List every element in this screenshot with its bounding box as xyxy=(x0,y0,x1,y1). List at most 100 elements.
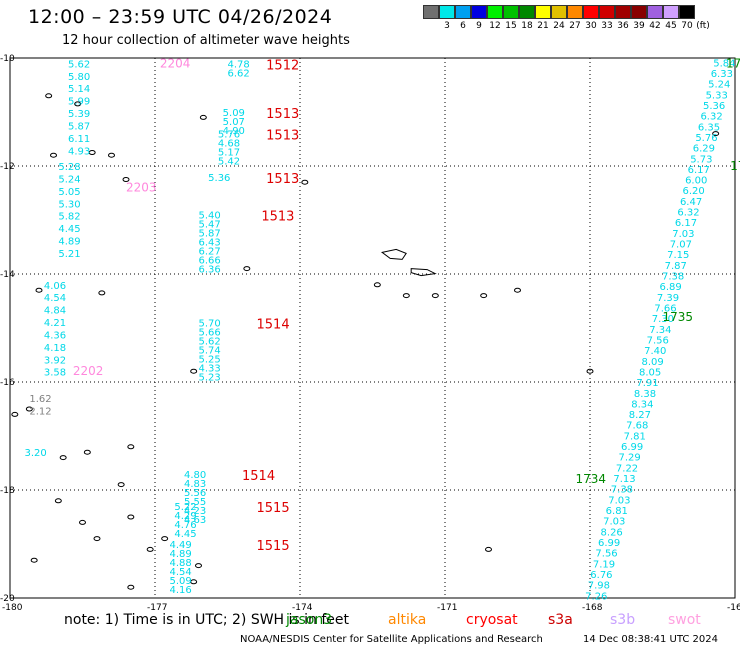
scale-label: 12 xyxy=(489,21,501,31)
wave-height-value: 7.15 xyxy=(667,250,689,261)
scale-label: 36 xyxy=(617,21,629,31)
island-outline xyxy=(83,449,91,455)
wave-height-value: 8.34 xyxy=(631,399,653,410)
wave-height-value: 7.38 xyxy=(611,485,633,496)
credit-text: NOAA/NESDIS Center for Satellite Applica… xyxy=(240,634,543,645)
wave-height-value: 4.21 xyxy=(44,318,66,329)
island-outline xyxy=(11,411,19,417)
x-tick-label: -171 xyxy=(437,603,457,613)
island-outline xyxy=(35,287,43,293)
wave-height-value: 5.87 xyxy=(199,229,221,240)
scale-swatch xyxy=(583,5,599,19)
pass-time-label: 1515 xyxy=(257,539,290,554)
island-outline xyxy=(79,519,86,525)
wave-height-value: 6.17 xyxy=(688,165,710,176)
wave-height-value: 8.05 xyxy=(639,367,661,378)
wave-height-value: 7.13 xyxy=(613,474,635,485)
wave-height-value: 7.19 xyxy=(593,559,615,570)
island-outline xyxy=(243,266,251,272)
wave-height-value: 5.17 xyxy=(218,148,240,159)
map-frame xyxy=(9,57,736,599)
wave-height-value: 7.40 xyxy=(644,346,666,357)
wave-height-value: 6.11 xyxy=(68,134,90,145)
island-outline xyxy=(712,131,720,137)
wave-height-value: 4.06 xyxy=(44,281,66,292)
legend-jason3: jason3 xyxy=(286,612,333,628)
island-outline xyxy=(402,293,410,299)
wave-height-value: 4.23 xyxy=(184,506,206,517)
wave-height-value: 5.80 xyxy=(68,72,90,83)
island-outline xyxy=(161,536,169,542)
legend-s3b: s3b xyxy=(610,612,636,628)
island-outline xyxy=(127,584,135,590)
wave-height-value: 7.87 xyxy=(665,261,687,272)
pass-time-label: 1512 xyxy=(266,58,299,73)
y-tick-label: -20 xyxy=(0,594,15,604)
wave-height-value: 5.07 xyxy=(223,117,245,128)
wave-height-value: 7.66 xyxy=(654,303,676,314)
wave-height-value: 6.99 xyxy=(621,442,643,453)
pass-time-label: 1734 xyxy=(576,472,607,486)
scale-swatch xyxy=(599,5,615,19)
scale-swatch xyxy=(471,5,487,19)
wave-height-value: 5.36 xyxy=(208,173,230,184)
wave-height-value: 6.99 xyxy=(598,538,620,549)
wave-height-value: 8.26 xyxy=(601,527,623,538)
island-outline xyxy=(88,150,96,155)
wave-height-value: 4.88 xyxy=(170,558,192,569)
wave-height-value: 5.84 xyxy=(713,58,735,69)
scale-swatch xyxy=(423,5,439,19)
wave-height-value: 8.09 xyxy=(642,357,664,368)
wave-height-value: 4.16 xyxy=(170,585,192,596)
wave-height-value: 5.47 xyxy=(199,220,221,231)
scale-swatch xyxy=(535,5,551,19)
scale-label: 24 xyxy=(553,21,565,31)
island-outline xyxy=(59,455,67,461)
timestamp: 14 Dec 08:38:41 UTC 2024 xyxy=(583,634,718,645)
island-outline xyxy=(74,101,82,107)
island-outline xyxy=(25,406,33,412)
wave-height-value: 4.80 xyxy=(184,470,206,481)
island-outline xyxy=(410,268,437,277)
wave-height-value: 7.03 xyxy=(603,517,625,528)
wave-height-value: 4.18 xyxy=(44,343,66,354)
scale-label: 39 xyxy=(633,21,645,31)
island-outline xyxy=(146,546,154,552)
wave-height-value: 5.09 xyxy=(170,576,192,587)
color-scale-labels: 3 6 9 12 15 18 21 24 27 30 33 36 39 42 45 70 (ft) xyxy=(423,21,711,31)
wave-height-value: 7.39 xyxy=(657,293,679,304)
wave-height-value: 4.93 xyxy=(68,146,90,157)
pass-time-label: 2204 xyxy=(160,56,191,70)
wave-height-value: 5.42 xyxy=(218,157,240,168)
island-outline xyxy=(127,514,135,520)
wave-height-value: 3.58 xyxy=(44,368,66,379)
pass-time-label: 2202 xyxy=(73,364,104,378)
scale-swatch xyxy=(679,5,695,19)
y-tick-label: -14 xyxy=(0,270,15,280)
scale-label: 33 xyxy=(601,21,613,31)
island-outline xyxy=(485,546,492,552)
x-tick-label: -177 xyxy=(147,603,167,613)
pass-time-label: 1513 xyxy=(266,107,299,122)
scale-label: 9 xyxy=(476,21,482,31)
wave-height-value: 6.43 xyxy=(199,238,221,249)
wave-height-value: 7.56 xyxy=(647,335,669,346)
wave-height-value: 4.54 xyxy=(44,293,66,304)
wave-height-value: 4.29 xyxy=(174,511,196,522)
wave-height-value: 6.32 xyxy=(700,112,722,123)
y-tick-label: -10 xyxy=(0,54,15,64)
y-tick-label: -12 xyxy=(0,162,15,172)
island-outline xyxy=(122,177,130,182)
scale-swatch xyxy=(439,5,455,19)
wave-height-value: 6.35 xyxy=(698,122,720,133)
wave-height-value: 5.22 xyxy=(174,502,196,513)
pass-time-label: 1513 xyxy=(266,172,299,187)
island-outline xyxy=(195,563,202,569)
pass-time-label: 1735 xyxy=(663,310,694,324)
wave-height-value: 5.30 xyxy=(58,199,80,210)
wave-height-value: 4.76 xyxy=(174,520,196,531)
wave-height-value: 6.32 xyxy=(677,208,699,219)
wave-height-value: 4.63 xyxy=(184,515,206,526)
wave-height-value: 7.98 xyxy=(588,581,610,592)
wave-height-value: 5.99 xyxy=(68,97,90,108)
